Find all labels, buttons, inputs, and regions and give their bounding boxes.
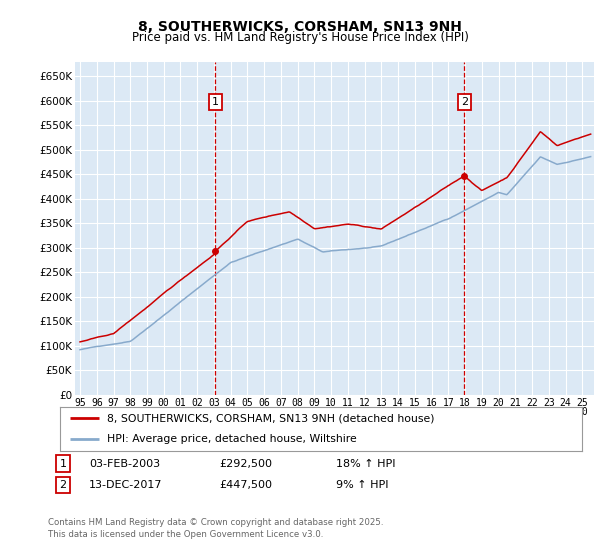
Text: Price paid vs. HM Land Registry's House Price Index (HPI): Price paid vs. HM Land Registry's House … [131,31,469,44]
Text: 2: 2 [59,480,67,490]
Text: Contains HM Land Registry data © Crown copyright and database right 2025.
This d: Contains HM Land Registry data © Crown c… [48,518,383,539]
Text: HPI: Average price, detached house, Wiltshire: HPI: Average price, detached house, Wilt… [107,435,357,445]
Text: 18% ↑ HPI: 18% ↑ HPI [336,459,395,469]
Text: 8, SOUTHERWICKS, CORSHAM, SN13 9NH (detached house): 8, SOUTHERWICKS, CORSHAM, SN13 9NH (deta… [107,413,434,423]
Text: 03-FEB-2003: 03-FEB-2003 [89,459,160,469]
Text: £447,500: £447,500 [219,480,272,490]
Text: 2: 2 [461,97,468,107]
Text: 13-DEC-2017: 13-DEC-2017 [89,480,162,490]
Text: 8, SOUTHERWICKS, CORSHAM, SN13 9NH: 8, SOUTHERWICKS, CORSHAM, SN13 9NH [138,20,462,34]
Text: 1: 1 [212,97,219,107]
Text: 9% ↑ HPI: 9% ↑ HPI [336,480,389,490]
Text: £292,500: £292,500 [219,459,272,469]
Text: 1: 1 [59,459,67,469]
